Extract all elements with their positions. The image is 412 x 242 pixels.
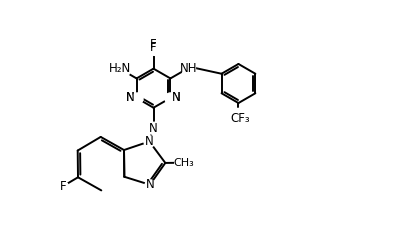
- Text: F: F: [60, 180, 66, 193]
- Text: F: F: [150, 41, 157, 54]
- Text: CH₃: CH₃: [174, 158, 194, 168]
- Text: F: F: [150, 38, 157, 51]
- Text: N: N: [145, 135, 154, 148]
- Text: N: N: [149, 122, 158, 135]
- Text: N: N: [126, 91, 135, 104]
- Text: N: N: [145, 178, 154, 191]
- Text: NH: NH: [179, 62, 197, 75]
- Text: H₂N: H₂N: [109, 62, 131, 76]
- Text: CF₃: CF₃: [231, 112, 250, 125]
- Text: N: N: [172, 91, 181, 104]
- Text: N: N: [172, 91, 181, 104]
- Text: N: N: [126, 91, 135, 104]
